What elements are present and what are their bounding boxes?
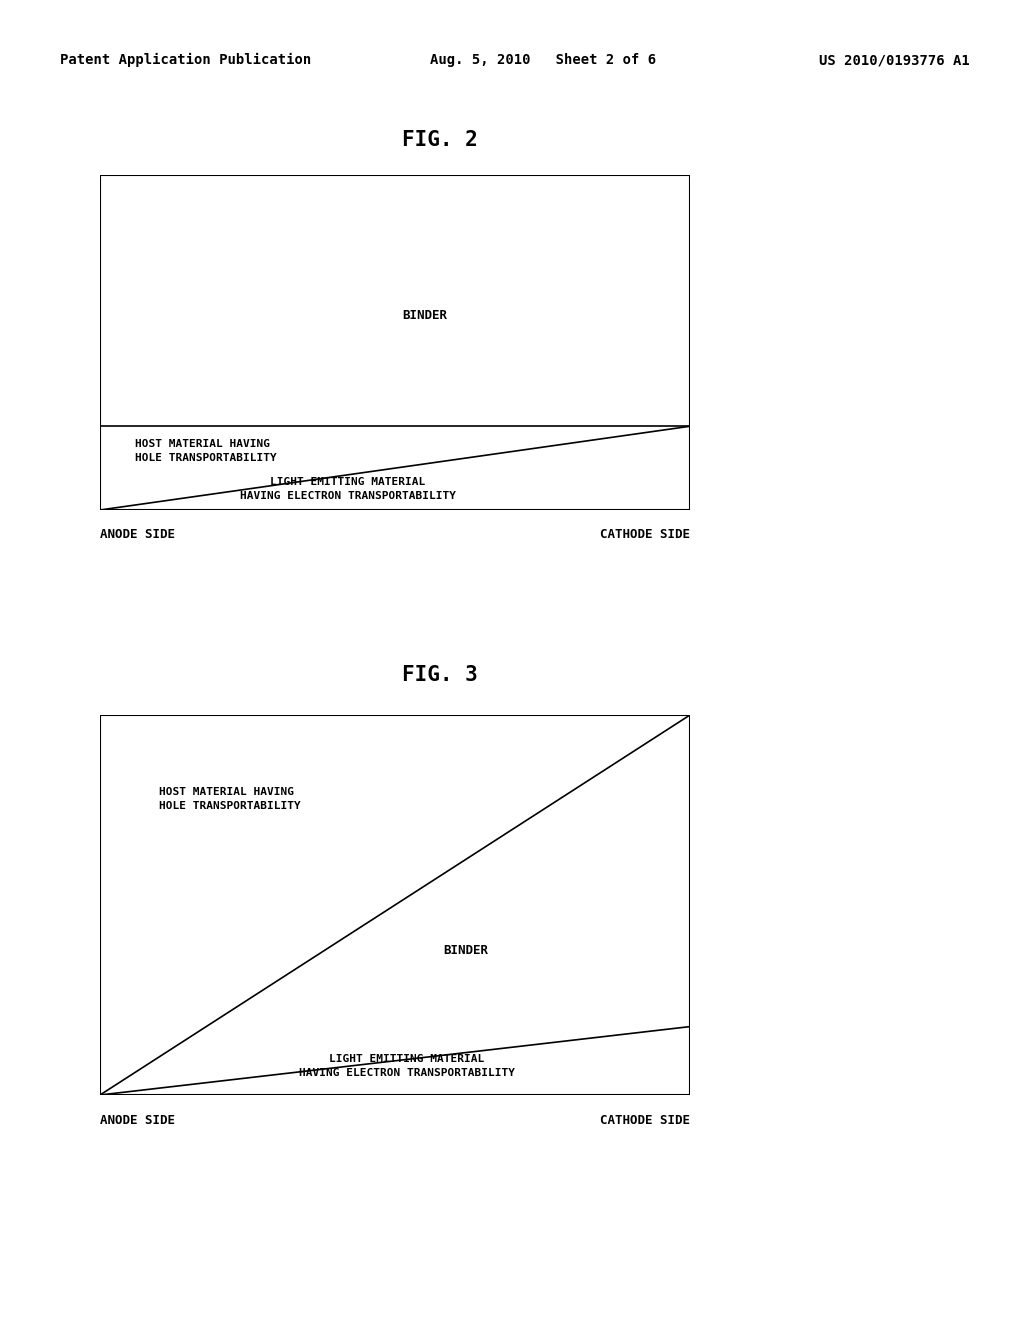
Text: HOST MATERIAL HAVING
HOLE TRANSPORTABILITY: HOST MATERIAL HAVING HOLE TRANSPORTABILI… [135,440,278,463]
Text: ANODE SIDE: ANODE SIDE [100,528,175,541]
Text: FIG. 2: FIG. 2 [402,129,478,150]
Text: CATHODE SIDE: CATHODE SIDE [600,528,690,541]
Text: FIG. 3: FIG. 3 [402,665,478,685]
Text: LIGHT EMITTING MATERIAL
HAVING ELECTRON TRANSPORTABILITY: LIGHT EMITTING MATERIAL HAVING ELECTRON … [240,477,456,502]
Text: BINDER: BINDER [443,944,488,957]
Text: Patent Application Publication: Patent Application Publication [60,53,311,67]
Text: LIGHT EMITTING MATERIAL
HAVING ELECTRON TRANSPORTABILITY: LIGHT EMITTING MATERIAL HAVING ELECTRON … [299,1055,515,1078]
Text: US 2010/0193776 A1: US 2010/0193776 A1 [819,53,970,67]
Text: Aug. 5, 2010   Sheet 2 of 6: Aug. 5, 2010 Sheet 2 of 6 [430,53,656,67]
Text: BINDER: BINDER [402,309,447,322]
Text: HOST MATERIAL HAVING
HOLE TRANSPORTABILITY: HOST MATERIAL HAVING HOLE TRANSPORTABILI… [159,787,301,810]
Text: ANODE SIDE: ANODE SIDE [100,1114,175,1126]
Text: CATHODE SIDE: CATHODE SIDE [600,1114,690,1126]
